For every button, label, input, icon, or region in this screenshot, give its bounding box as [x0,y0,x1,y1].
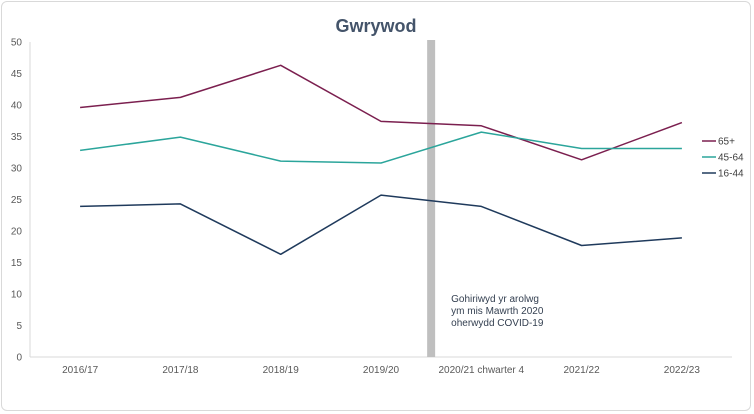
covid-band-layer [427,40,436,357]
y-tick-label: 15 [11,258,23,269]
x-tick-label: 2016/17 [62,365,99,376]
y-tick-label: 40 [11,101,23,112]
legend-label: 45-64 [718,153,744,164]
y-tick-label: 5 [16,321,22,332]
y-tick-label: 10 [11,290,23,301]
series-layer [80,64,683,256]
y-tick-label: 35 [11,132,23,143]
x-tick-label: 2018/19 [263,365,300,376]
series-line-16-44 [80,194,682,256]
chart-title: Gwrywod [335,16,416,36]
axes: 0 5 10 15 20 25 30 35 40 45 50 2016/17 2017/18 2018/1… [11,38,732,376]
annotation-text: Gohiriwyd yr arolwg [451,294,539,305]
legend-label: 65+ [718,137,735,148]
legend-label: 16-44 [718,169,744,180]
series-line-65+ [80,64,683,161]
x-tick-label: 2019/20 [363,365,400,376]
y-tick-label: 25 [11,195,23,206]
legend: 65+ 45-64 16-44 [702,137,744,180]
y-tick-label: 0 [16,353,22,364]
y-tick-label: 20 [11,227,23,238]
x-tick-label: 2020/21 chwarter 4 [438,365,524,376]
x-tick-label: 2021/22 [563,365,600,376]
annotation-text: oherwydd COVID-19 [451,318,544,329]
series-line-45-64 [80,131,682,164]
x-tick-label: 2022/23 [664,365,701,376]
y-tick-label: 50 [11,38,23,49]
annotation-text: ym mis Mawrth 2020 [451,306,544,317]
y-tick-label: 45 [11,69,23,80]
covid-band [427,40,436,357]
y-tick-label: 30 [11,164,23,175]
x-tick-label: 2017/18 [162,365,199,376]
